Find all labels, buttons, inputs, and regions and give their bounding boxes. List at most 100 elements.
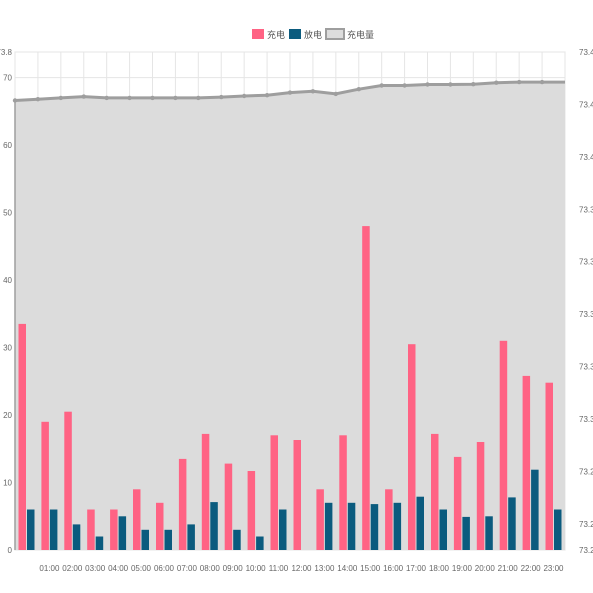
- x-tick-label: 10:00: [246, 564, 267, 573]
- legend-label: 充电: [267, 29, 285, 40]
- x-tick-label: 12:00: [291, 564, 312, 573]
- discharge-bar: [324, 502, 333, 550]
- y-left-tick-label: 40: [3, 276, 12, 285]
- x-tick-label: 01:00: [39, 564, 60, 573]
- legend-swatch-1: [289, 29, 301, 39]
- x-tick-label: 23:00: [543, 564, 564, 573]
- y-right-tick-label: 73.42: [579, 100, 593, 109]
- charge-bar: [476, 442, 485, 550]
- charge-amount-point: [242, 93, 247, 99]
- charge-bar: [87, 509, 95, 550]
- charge-bar: [133, 489, 141, 550]
- discharge-bar: [508, 497, 516, 550]
- discharge-bar: [347, 502, 356, 550]
- y-right-tick-label: 73.34: [579, 310, 593, 319]
- charge-amount-point: [379, 83, 384, 88]
- charge-amount-point: [58, 95, 63, 101]
- x-tick-label: 06:00: [154, 564, 175, 573]
- discharge-bar: [210, 502, 218, 550]
- legend-swatch-0: [252, 29, 264, 39]
- discharge-bar: [187, 524, 195, 550]
- x-tick-label: 03:00: [85, 564, 106, 573]
- y-right-tick-label: 73.36: [579, 258, 593, 267]
- y-left-tick-label: 73.8: [0, 48, 13, 57]
- x-tick-label: 14:00: [337, 564, 358, 573]
- discharge-bar: [531, 469, 539, 550]
- charge-amount-point: [81, 94, 87, 99]
- charge-amount-point: [402, 83, 407, 88]
- discharge-bar: [141, 529, 149, 550]
- legend-swatch-2: [325, 28, 345, 40]
- x-tick-label: 09:00: [223, 564, 244, 573]
- charge-bar: [270, 435, 278, 550]
- x-tick-label: 13:00: [314, 564, 335, 573]
- legend-label: 充电量: [347, 29, 374, 40]
- x-tick-label: 11:00: [269, 564, 289, 573]
- charge-bar: [499, 340, 508, 550]
- charge-bar: [545, 382, 553, 550]
- y-right-tick-label: 73.25: [579, 546, 593, 555]
- charge-amount-point: [356, 87, 361, 92]
- charge-amount-point: [104, 95, 109, 101]
- discharge-bar: [462, 516, 470, 550]
- legend-label: 放电: [304, 29, 322, 40]
- charge-bar: [41, 421, 49, 550]
- charge-bar: [156, 502, 164, 550]
- discharge-bar: [27, 509, 35, 550]
- charge-amount-point: [517, 79, 522, 85]
- charge-bar: [201, 433, 210, 550]
- discharge-bar: [118, 516, 127, 550]
- x-tick-label: 21:00: [498, 564, 519, 573]
- y-right-tick-label: 73.38: [579, 205, 593, 214]
- y-right-tick-label: 73.44: [579, 48, 593, 57]
- x-tick-label: 17:00: [406, 564, 427, 573]
- charge-bar: [178, 458, 187, 550]
- discharge-bar: [485, 516, 493, 550]
- charge-amount-point: [196, 95, 201, 101]
- x-tick-label: 04:00: [108, 564, 129, 573]
- charge-bar: [408, 344, 416, 550]
- charge-amount-point: [494, 80, 499, 85]
- y-left-tick-label: 10: [3, 479, 12, 488]
- charge-bar: [339, 435, 347, 550]
- x-tick-label: 19:00: [452, 564, 473, 573]
- x-tick-label: 05:00: [131, 564, 152, 573]
- charge-amount-point: [425, 82, 430, 87]
- x-tick-label: 08:00: [200, 564, 221, 573]
- charge-amount-point: [127, 95, 132, 101]
- y-right-tick-label: 73.32: [579, 363, 593, 372]
- y-left-tick-label: 20: [3, 411, 12, 420]
- discharge-bar: [416, 496, 424, 550]
- x-tick-label: 07:00: [177, 564, 198, 573]
- y-left-tick-label: 70: [3, 74, 12, 83]
- y-left-tick-label: 30: [3, 344, 12, 353]
- y-right-tick-label: 73.28: [579, 467, 593, 476]
- charge-bar: [224, 463, 233, 550]
- discharge-bar: [72, 524, 81, 550]
- discharge-bar: [164, 529, 172, 550]
- charge-bar: [64, 411, 72, 550]
- x-tick-label: 16:00: [383, 564, 404, 573]
- discharge-bar: [554, 509, 562, 550]
- x-tick-label: 20:00: [475, 564, 496, 573]
- charge-amount-point: [150, 95, 155, 101]
- charge-amount-point: [287, 90, 293, 95]
- y-left-tick-label: 50: [3, 209, 12, 218]
- discharge-bar: [393, 502, 402, 550]
- charge-bar: [293, 440, 301, 550]
- discharge-bar: [439, 509, 447, 550]
- charge-bar: [385, 489, 393, 550]
- discharge-bar: [49, 509, 58, 550]
- charge-bar: [316, 489, 324, 550]
- x-tick-label: 22:00: [521, 564, 542, 573]
- charge-amount-point: [539, 79, 545, 85]
- discharge-bar: [279, 509, 287, 550]
- y-right-tick-label: 73.40: [579, 153, 593, 162]
- charge-amount-point: [173, 95, 178, 101]
- charge-bar: [453, 456, 462, 550]
- charge-bar: [362, 226, 370, 550]
- charge-amount-point: [310, 89, 316, 94]
- y-right-tick-label: 73.30: [579, 415, 593, 424]
